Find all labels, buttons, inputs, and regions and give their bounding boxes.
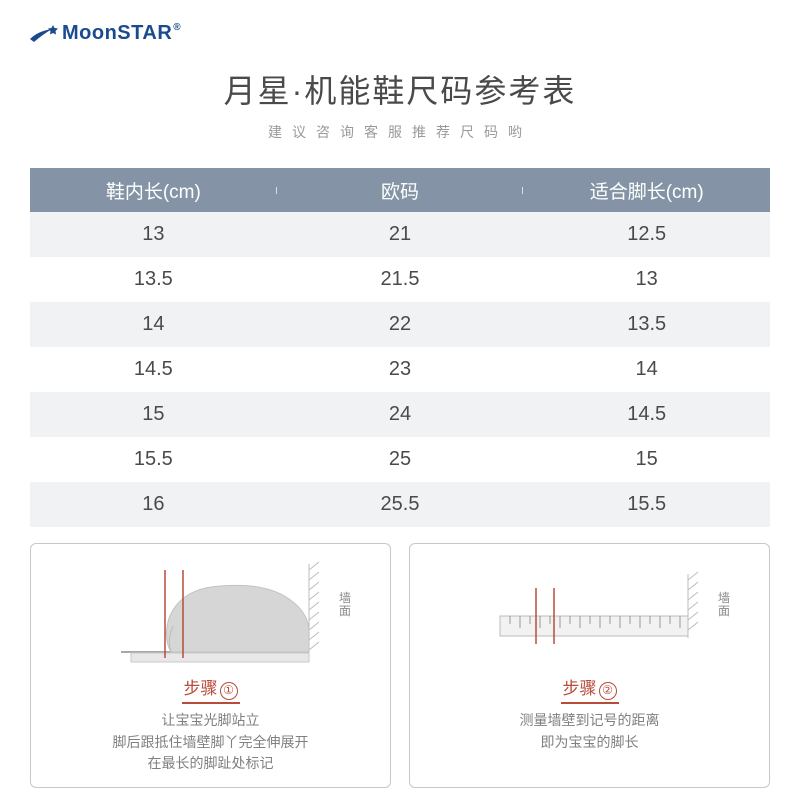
- step-2-desc: 测量墙壁到记号的距离 即为宝宝的脚长: [420, 710, 759, 753]
- step-2-label: 步骤②: [420, 668, 759, 704]
- table-body: 132112.5 13.521.513 142213.5 14.52314 15…: [30, 212, 770, 527]
- page-title: 月星·机能鞋尺码参考表: [0, 66, 800, 112]
- moonstar-icon: [28, 23, 58, 45]
- table-row: 13.521.513: [30, 257, 770, 302]
- step-1-label: 步骤①: [41, 668, 380, 704]
- step-1-desc: 让宝宝光脚站立 脚后跟抵住墙壁脚丫完全伸展开 在最长的脚趾处标记: [41, 710, 380, 775]
- step-1-illustration: 墙面: [41, 558, 380, 668]
- measurement-steps: 墙面 步骤① 让宝宝光脚站立 脚后跟抵住墙壁脚丫完全伸展开 在最长的脚趾处标记: [30, 543, 770, 788]
- wall-label: 墙面: [717, 592, 731, 618]
- table-row: 152414.5: [30, 392, 770, 437]
- table-row: 14.52314: [30, 347, 770, 392]
- col-eu-size: 欧码: [277, 177, 524, 204]
- table-row: 1625.515.5: [30, 482, 770, 527]
- step-2-box: 墙面 步骤② 测量墙壁到记号的距离 即为宝宝的脚长: [409, 543, 770, 788]
- col-foot-length: 适合脚长(cm): [523, 177, 770, 204]
- brand-name: MoonSTAR®: [62, 22, 181, 45]
- table-row: 132112.5: [30, 212, 770, 257]
- step-2-illustration: 墙面: [420, 558, 759, 668]
- size-table: 鞋内长(cm) 欧码 适合脚长(cm) 132112.5 13.521.513 …: [30, 168, 770, 527]
- table-row: 142213.5: [30, 302, 770, 347]
- step-1-box: 墙面 步骤① 让宝宝光脚站立 脚后跟抵住墙壁脚丫完全伸展开 在最长的脚趾处标记: [30, 543, 391, 788]
- table-row: 15.52515: [30, 437, 770, 482]
- page-subtitle: 建议咨询客服推荐尺码哟: [0, 122, 800, 142]
- table-header: 鞋内长(cm) 欧码 适合脚长(cm): [30, 168, 770, 212]
- col-inner-length: 鞋内长(cm): [30, 177, 277, 204]
- brand-logo: MoonSTAR®: [28, 22, 181, 45]
- wall-label: 墙面: [338, 592, 352, 618]
